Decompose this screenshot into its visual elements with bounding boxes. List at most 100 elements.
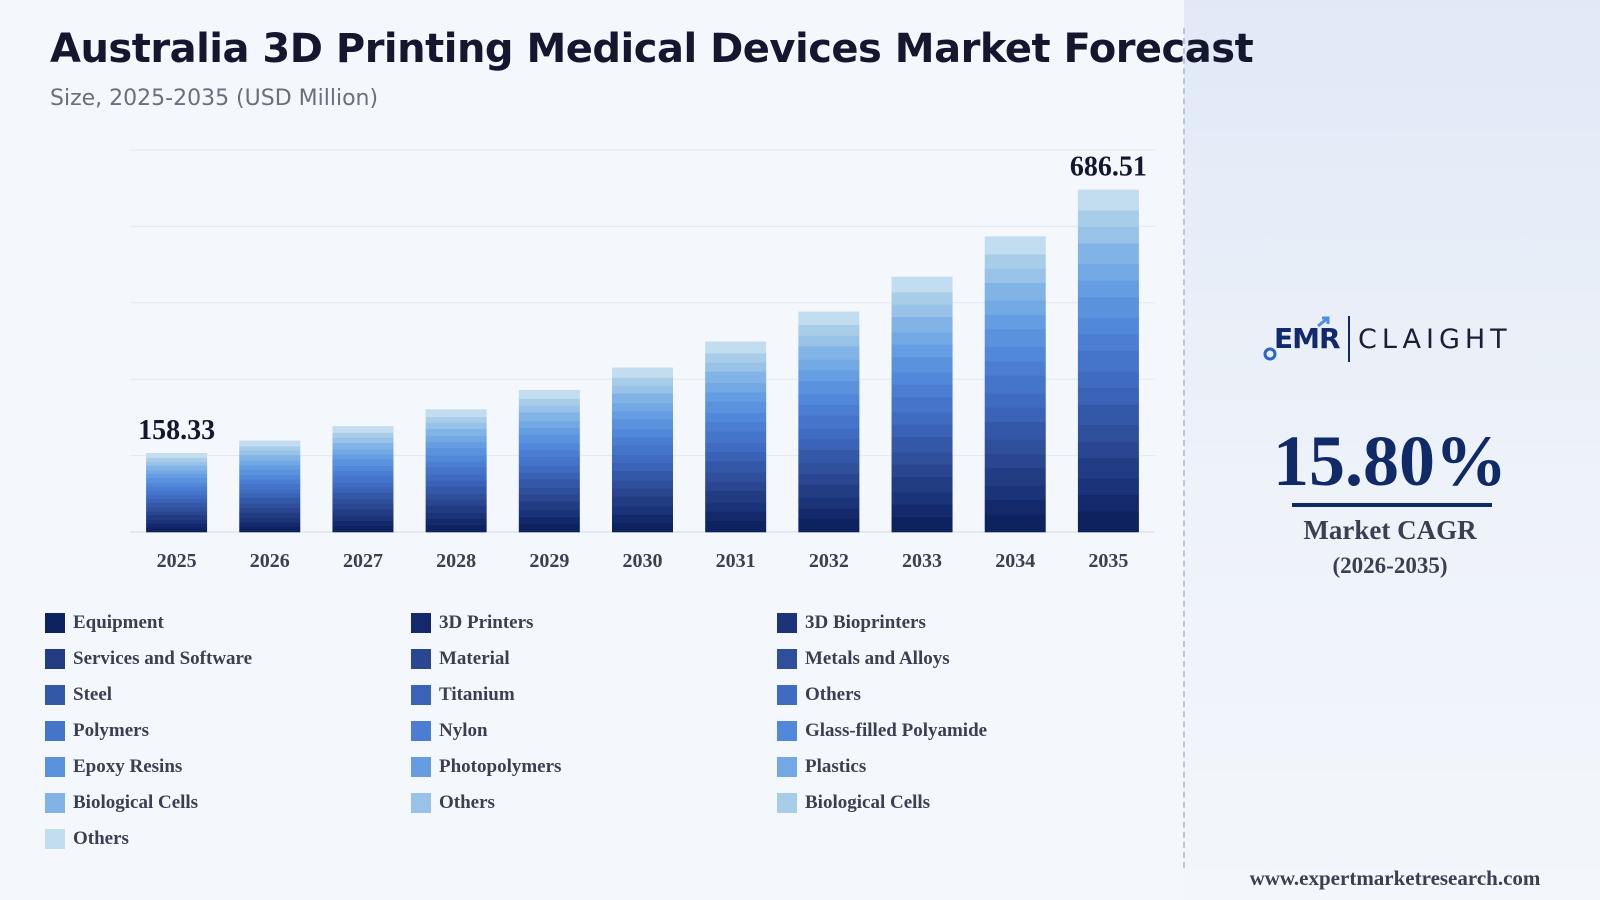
bar-segment [798, 484, 860, 498]
bar-segment [425, 447, 487, 456]
logo-claight-text: CLAIGHT [1358, 324, 1512, 355]
bar-segment [984, 453, 1046, 469]
x-tick-label: 2026 [250, 550, 290, 572]
bar-segment [1077, 210, 1139, 228]
logo-emr-text: EMR [1274, 322, 1340, 355]
bar-segment [332, 525, 394, 533]
x-tick-label: 2025 [157, 550, 197, 572]
legend-item: Metals and Alloys [777, 648, 950, 670]
bar-segment [239, 464, 301, 470]
bar-segment [425, 441, 487, 449]
legend-swatch [777, 649, 797, 669]
page-title: Australia 3D Printing Medical Devices Ma… [50, 26, 1254, 72]
bar-segment [1077, 424, 1139, 442]
bar-segment [332, 426, 394, 433]
legend-item: Epoxy Resins [45, 756, 182, 778]
legend-swatch [45, 721, 65, 741]
bar-segment [332, 459, 394, 466]
bar-segment [239, 479, 301, 484]
bar-segment [705, 502, 767, 512]
legend-item: Services and Software [45, 648, 252, 670]
legend-swatch [45, 793, 65, 813]
bar-segment [612, 514, 673, 523]
legend-label: Glass-filled Polyamide [805, 720, 988, 741]
bar-segment [518, 443, 580, 451]
bar-segment [984, 236, 1046, 255]
bar-segment [425, 512, 487, 520]
bar-segment [798, 428, 860, 440]
bar-segment [705, 392, 767, 402]
legend-item: Material [411, 648, 510, 670]
legend-label: Nylon [439, 720, 488, 741]
bar-segment [332, 492, 394, 500]
bar-stack [798, 311, 860, 533]
cagr-underline [1292, 503, 1492, 507]
bar-segment [146, 514, 208, 520]
bar-segment [1077, 350, 1139, 372]
bar-segment [984, 393, 1046, 408]
cagr-value: 15.80% [1273, 421, 1507, 501]
bar-segment [239, 503, 301, 509]
bar-segment [332, 454, 394, 460]
bar-segment [1077, 404, 1139, 426]
bar-segment [518, 478, 580, 488]
legend-label: 3D Printers [439, 612, 534, 633]
website-link[interactable]: www.expertmarketresearch.com [1249, 866, 1541, 890]
legend-swatch [411, 649, 431, 669]
bar-segment [984, 361, 1046, 376]
emr-claight-logo: EMR CLAIGHT [1263, 316, 1512, 362]
bar-segment [518, 509, 580, 517]
legend-item: Biological Cells [777, 792, 930, 814]
legend-item: Others [45, 828, 129, 850]
legend-item: Plastics [777, 756, 866, 778]
bar-segment [1077, 317, 1139, 335]
bar-segment [518, 494, 580, 502]
legend-item: Nylon [411, 720, 488, 742]
bar-stack [1077, 189, 1139, 533]
bar-segment [425, 428, 487, 437]
bar-segment [332, 503, 394, 510]
bar-segment [705, 490, 767, 503]
bar-segment [239, 522, 301, 527]
bar-segment [1077, 441, 1139, 459]
bar-segment [425, 505, 487, 514]
bar-segment [798, 404, 860, 416]
bar-segment [612, 470, 673, 481]
bar-segment [146, 502, 208, 508]
legend-label: Polymers [73, 720, 149, 741]
bar-segment [612, 428, 673, 438]
bar-segment [612, 496, 673, 507]
legend-item: 3D Bioprinters [777, 612, 926, 634]
bar-segment [984, 346, 1046, 362]
logo-ring-icon [1263, 347, 1277, 361]
bar-segment [239, 517, 301, 523]
bar-segment [612, 385, 673, 394]
bar-segment [984, 300, 1046, 316]
bar-segment [705, 421, 767, 432]
bar-segment [891, 412, 953, 425]
bar-segment [518, 487, 580, 495]
cagr-label: Market CAGR [1303, 515, 1477, 545]
bar-segment [612, 436, 673, 446]
legend-label: Others [73, 828, 129, 849]
data-label: 686.51 [1070, 152, 1147, 183]
legend-swatch [45, 649, 65, 669]
legend-swatch [411, 793, 431, 813]
bar-segment [332, 470, 394, 477]
bar-segment [1077, 457, 1139, 479]
legend-label: Titanium [439, 684, 515, 705]
legend-item: Polymers [45, 720, 149, 742]
bar-segment [798, 473, 860, 485]
legend-label: Plastics [805, 756, 867, 777]
legend-swatch [45, 685, 65, 705]
bar-segment [798, 335, 860, 347]
bar-segment [984, 499, 1046, 515]
bar-segment [146, 461, 208, 466]
bar-segment [705, 431, 767, 443]
bar-segment [239, 469, 301, 476]
stacked-bar-chart: 2025 2026 2027 2028 2029 2030 2031 2032 2033 2034… [130, 149, 1155, 572]
bar-segment [332, 475, 394, 483]
bar-segment [705, 401, 767, 414]
bar-segment [332, 482, 394, 488]
bar-segment [984, 254, 1046, 269]
